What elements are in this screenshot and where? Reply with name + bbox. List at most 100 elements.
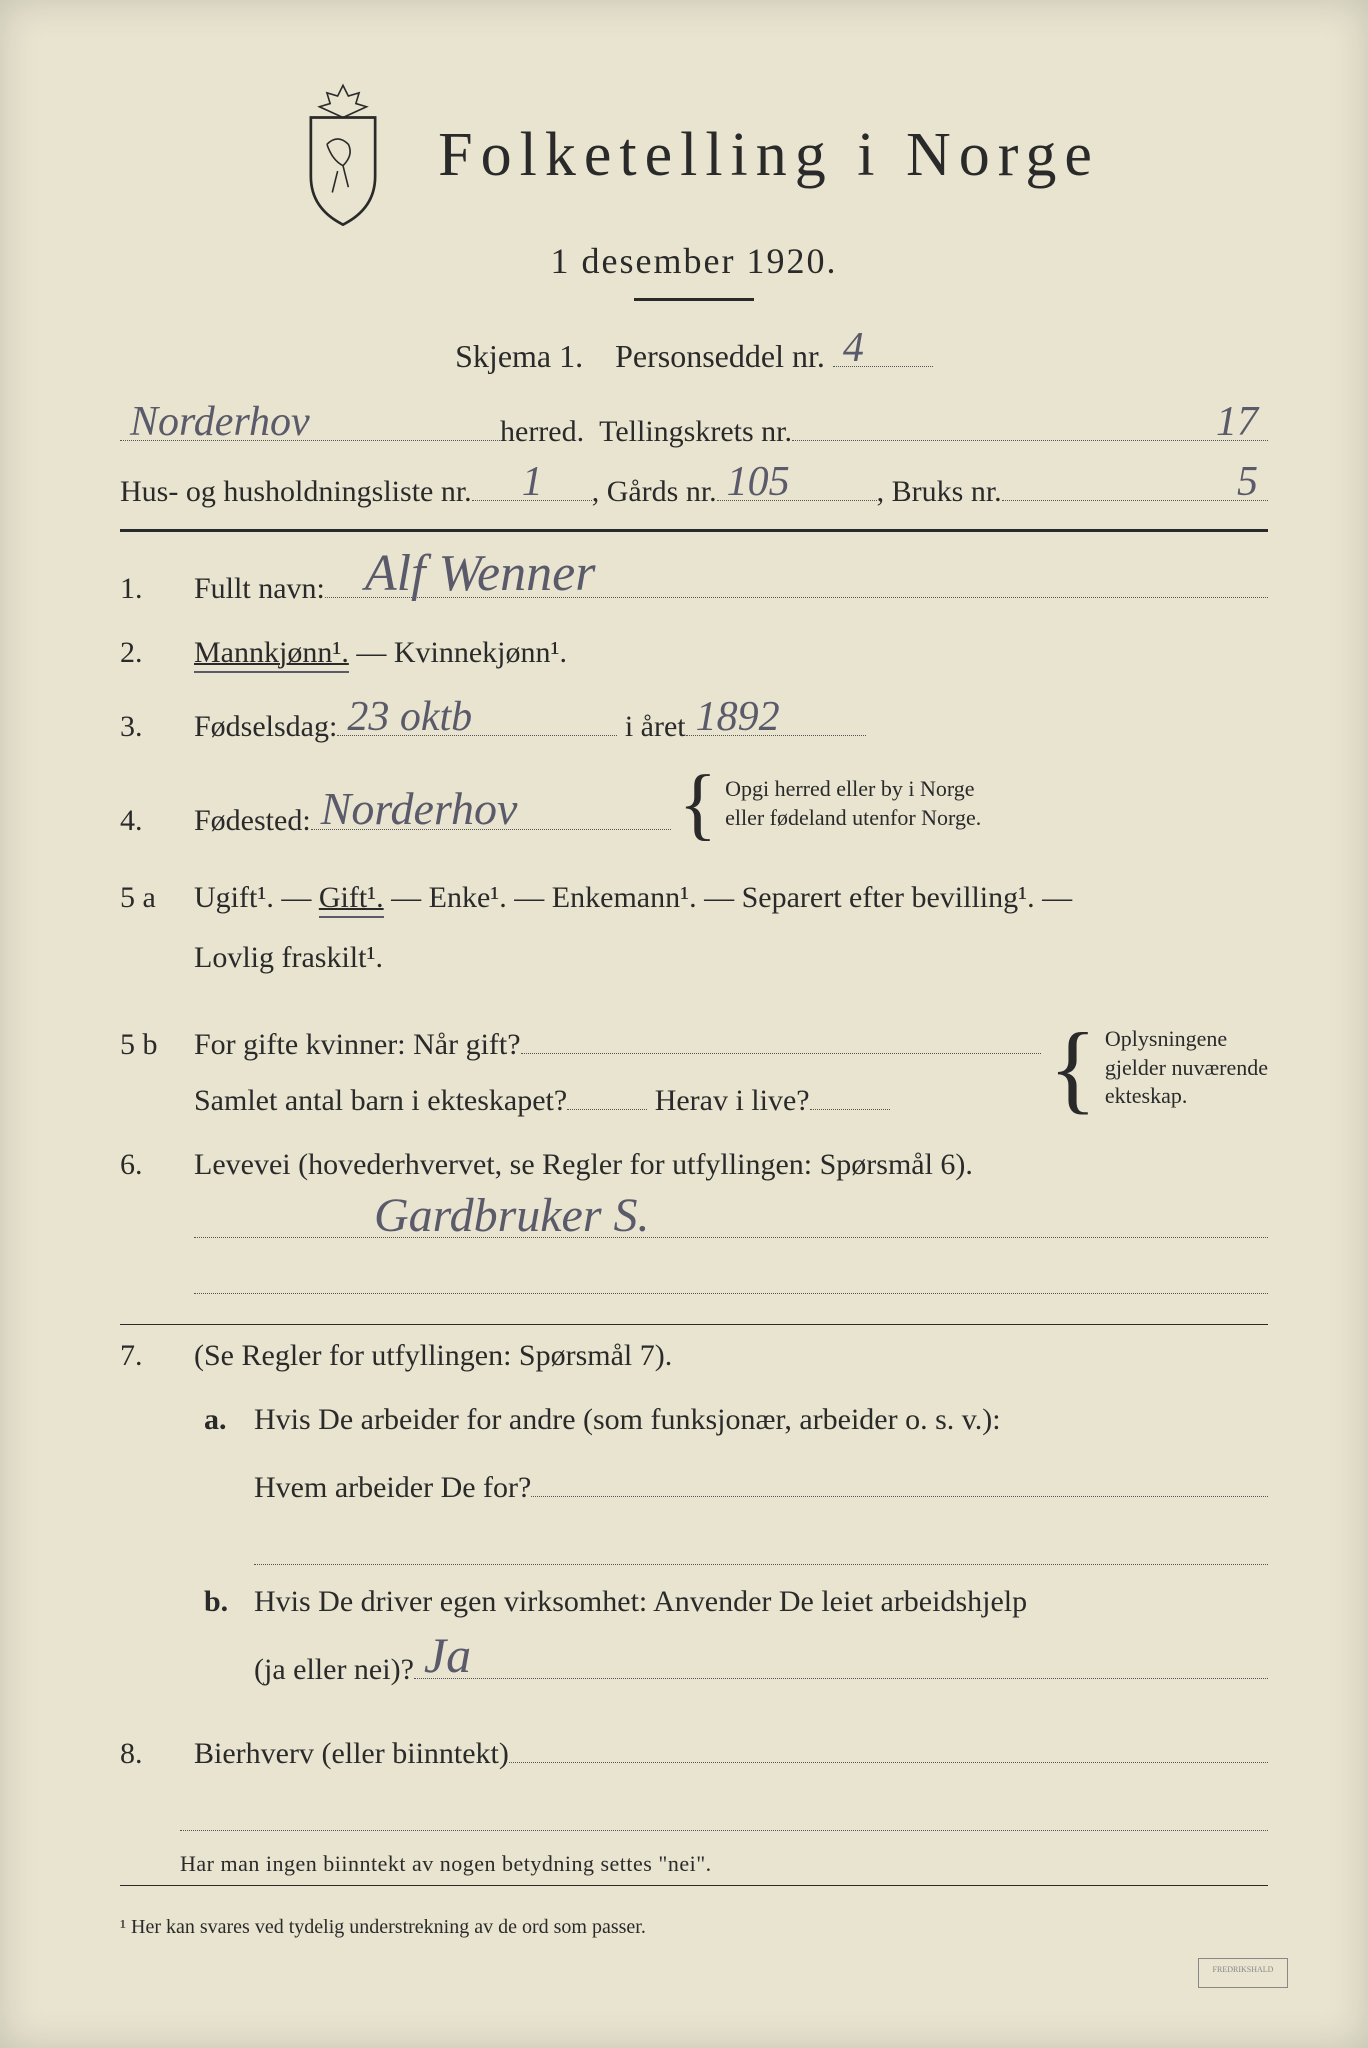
q2-mann: Mannkjønn¹. [194,636,349,673]
q5b-num: 5 b [120,1028,170,1062]
q7a-letter: a. [204,1403,234,1565]
footer-note: Har man ingen biinntekt av nogen betydni… [120,1851,1268,1877]
husliste-value: 1 [522,458,543,506]
brace-icon: { [1049,1038,1097,1098]
q7a-field-2 [254,1529,1268,1565]
form-header: Folketelling i Norge 1 desember 1920. Sk… [120,80,1268,375]
census-form-page: Folketelling i Norge 1 desember 1920. Sk… [0,0,1368,2048]
form-number-row: Skjema 1. Personseddel nr. 4 [120,331,1268,375]
title-rule [634,298,754,301]
q7a-text2: Hvem arbeider De for? [254,1471,531,1505]
q5b-barn-field [567,1074,647,1110]
q1-row: 1. Fullt navn: Alf Wenner [120,562,1268,606]
q6-value: Gardbruker S. [374,1188,650,1243]
divider-light-2 [120,1885,1268,1886]
q5b-note-3: ekteskap. [1105,1082,1268,1111]
gards-label: , Gårds nr. [592,475,717,509]
q8-field [509,1727,1268,1763]
brace-icon: { [679,774,717,834]
q3-year-value: 1892 [696,693,780,741]
husliste-row: Hus- og husholdningsliste nr. 1 , Gårds … [120,465,1268,509]
q1-label: Fullt navn: [194,572,325,606]
q7b-text1: Hvis De driver egen virksomhet: Anvender… [254,1585,1268,1619]
q5b-barn-label: Samlet antal barn i ekteskapet? [194,1084,567,1118]
q4-num: 4. [120,804,170,838]
gards-value: 105 [727,458,790,506]
q8-num: 8. [120,1737,170,1771]
q5a-num: 5 a [120,881,170,915]
q5a-row: 5 a Ugift¹. — Gift¹. — Enke¹. — Enkemann… [120,868,1268,988]
q5b-note-2: gjelder nuværende [1105,1054,1268,1083]
q5b-gifte-label: For gifte kvinner: Når gift? [194,1028,521,1062]
q2-kvinne: Kvinnekjønn¹. [394,636,567,669]
q7b-value: Ja [424,1626,471,1684]
herred-field: Norderhov [120,405,500,441]
q7b-field: Ja [414,1643,1268,1679]
q2-sep: — [356,636,394,669]
q5a-separert: Separert efter bevilling¹. [742,881,1035,914]
herred-row: Norderhov herred. Tellingskrets nr. 17 [120,405,1268,449]
q1-value: Alf Wenner [365,544,596,603]
subtitle: 1 desember 1920. [120,240,1268,282]
q4-row: 4. Fødested: Norderhov { Opgi herred ell… [120,774,1268,838]
q3-label: Fødselsdag: [194,710,337,744]
q5a-enkemann: Enkemann¹. [552,881,697,914]
q8-field-2 [180,1795,1268,1831]
q7b: b. Hvis De driver egen virksomhet: Anven… [194,1585,1268,1687]
q5b-note-group: { Oplysningene gjelder nuværende ekteska… [1041,1025,1268,1111]
q6-num: 6. [120,1148,170,1182]
coat-of-arms-icon [288,80,398,230]
husliste-label: Hus- og husholdningsliste nr. [120,475,472,509]
q4-note-group: { Opgi herred eller by i Norge eller fød… [671,774,982,834]
title-row: Folketelling i Norge [120,80,1268,230]
personseddel-nr-value: 4 [843,324,864,372]
bruks-label: , Bruks nr. [877,475,1002,509]
herred-label: herred. [500,415,584,449]
personseddel-nr-field: 4 [833,331,933,367]
q5b-live-label: Herav i live? [655,1084,810,1118]
tellingskrets-field: 17 [792,405,1268,441]
q2-num: 2. [120,636,170,670]
q6-label: Levevei (hovederhvervet, se Regler for u… [194,1148,1268,1182]
q4-value: Norderhov [321,782,518,835]
q5b-live-field [810,1074,890,1110]
title: Folketelling i Norge [438,120,1100,191]
q7a-field [531,1461,1268,1497]
q7-num: 7. [120,1339,170,1373]
q7-label: (Se Regler for utfyllingen: Spørsmål 7). [194,1339,1268,1373]
q7a-text1: Hvis De arbeider for andre (som funksjon… [254,1403,1268,1437]
q3-day-field: 23 oktb [337,700,617,736]
q5a-gift: Gift¹. [319,881,384,918]
footnote: ¹ Her kan svares ved tydelig understrekn… [120,1916,1268,1939]
q7b-text2: (ja eller nei)? [254,1653,414,1687]
q5b-note-1: Oplysningene [1105,1025,1268,1054]
q5a-ugift: Ugift¹. [194,881,274,914]
q2-row: 2. Mannkjønn¹. — Kvinnekjønn¹. [120,636,1268,670]
q3-year-label: i året [625,710,686,744]
q4-label: Fødested: [194,804,311,838]
divider-light-1 [120,1324,1268,1325]
husliste-field: 1 [472,465,592,501]
q4-note-2: eller fødeland utenfor Norge. [725,804,981,833]
q6-field-2 [194,1258,1268,1294]
q3-year-field: 1892 [686,700,866,736]
personseddel-label: Personseddel nr. [615,338,825,374]
q3-row: 3. Fødselsdag: 23 oktb i året 1892 [120,700,1268,744]
q4-field: Norderhov [311,794,671,830]
q7-row: 7. (Se Regler for utfyllingen: Spørsmål … [120,1339,1268,1707]
q5a-enke: Enke¹. [429,881,507,914]
q3-num: 3. [120,710,170,744]
skjema-label: Skjema 1. [455,338,583,374]
bruks-value: 5 [1237,458,1258,506]
q4-note-1: Opgi herred eller by i Norge [725,775,981,804]
q5a-lovlig: Lovlig fraskilt¹. [194,941,383,974]
q7b-letter: b. [204,1585,234,1687]
bruks-field: 5 [1002,465,1268,501]
divider-heavy-1 [120,529,1268,532]
q7a: a. Hvis De arbeider for andre (som funks… [194,1403,1268,1565]
q6-row: 6. Levevei (hovederhvervet, se Regler fo… [120,1148,1268,1310]
q5b-row: 5 b For gifte kvinner: Når gift? Samlet … [120,1018,1268,1118]
q3-day-value: 23 oktb [347,693,472,741]
gards-field: 105 [717,465,877,501]
q8-row: 8. Bierhverv (eller biinntekt) [120,1727,1268,1771]
